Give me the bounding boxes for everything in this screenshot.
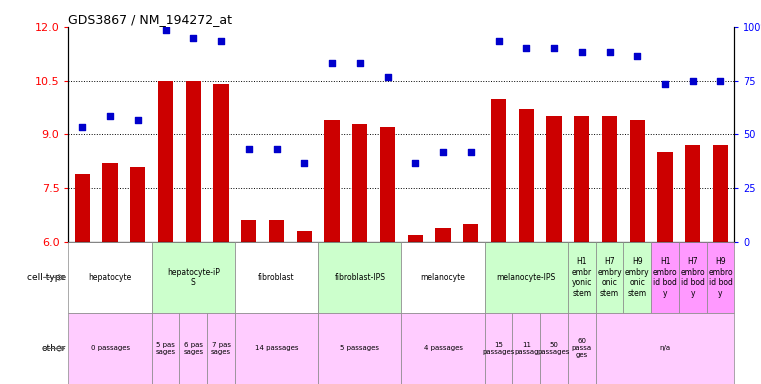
Bar xyxy=(235,313,318,384)
Bar xyxy=(68,313,151,384)
Bar xyxy=(402,242,485,313)
Bar xyxy=(679,242,707,313)
Bar xyxy=(485,313,512,384)
Bar xyxy=(318,242,402,313)
Bar xyxy=(707,242,734,313)
Text: 50
passages: 50 passages xyxy=(538,342,570,355)
Bar xyxy=(235,242,318,313)
Bar xyxy=(602,116,617,242)
Point xyxy=(631,53,643,59)
Text: 15
passages: 15 passages xyxy=(482,342,514,355)
Bar xyxy=(408,235,423,242)
Bar xyxy=(435,228,451,242)
Point xyxy=(437,149,449,156)
Text: hepatocyte-iP
S: hepatocyte-iP S xyxy=(167,268,220,287)
Text: 5 passages: 5 passages xyxy=(340,346,379,351)
Text: H7
embro
id bod
y: H7 embro id bod y xyxy=(680,257,705,298)
Point xyxy=(409,160,422,166)
Bar xyxy=(596,242,623,313)
Point xyxy=(243,146,255,152)
Bar xyxy=(318,313,402,384)
Text: fibroblast-IPS: fibroblast-IPS xyxy=(334,273,385,282)
Point xyxy=(659,81,671,87)
Text: 60
passa
ges: 60 passa ges xyxy=(572,338,592,359)
Bar xyxy=(512,313,540,384)
Bar xyxy=(463,224,479,242)
Bar xyxy=(186,81,201,242)
Bar xyxy=(658,152,673,242)
Point xyxy=(381,74,393,80)
Bar xyxy=(151,242,235,313)
Point xyxy=(187,35,199,41)
Point xyxy=(521,45,533,51)
Text: GDS3867 / NM_194272_at: GDS3867 / NM_194272_at xyxy=(68,13,233,26)
Bar xyxy=(241,220,256,242)
Point xyxy=(326,60,338,66)
Text: hepatocyte: hepatocyte xyxy=(88,273,132,282)
Bar xyxy=(685,145,700,242)
Bar xyxy=(629,120,645,242)
Bar xyxy=(651,242,679,313)
Point xyxy=(465,149,477,156)
Text: other: other xyxy=(41,344,65,353)
Bar xyxy=(485,242,568,313)
Point xyxy=(76,124,88,130)
Text: H9
embry
onic
stem: H9 embry onic stem xyxy=(625,257,650,298)
Text: H1
embr
yonic
stem: H1 embr yonic stem xyxy=(572,257,592,298)
Bar xyxy=(546,116,562,242)
Bar xyxy=(213,84,229,242)
Text: H1
embro
id bod
y: H1 embro id bod y xyxy=(653,257,677,298)
Point xyxy=(575,49,587,55)
Point xyxy=(132,117,144,123)
Text: 11
passag: 11 passag xyxy=(514,342,539,355)
Bar xyxy=(207,313,235,384)
Point xyxy=(686,78,699,84)
Text: n/a: n/a xyxy=(660,346,670,351)
Text: 14 passages: 14 passages xyxy=(255,346,298,351)
Text: cell type: cell type xyxy=(27,273,65,282)
Text: melanocyte: melanocyte xyxy=(421,273,466,282)
Bar xyxy=(103,163,118,242)
Point xyxy=(160,27,172,33)
Text: 4 passages: 4 passages xyxy=(424,346,463,351)
Bar xyxy=(491,99,506,242)
Bar xyxy=(568,242,596,313)
Text: 0 passages: 0 passages xyxy=(91,346,129,351)
Bar xyxy=(158,81,174,242)
Text: 5 pas
sages: 5 pas sages xyxy=(155,342,176,355)
Point xyxy=(270,146,282,152)
Point xyxy=(603,49,616,55)
Bar xyxy=(574,116,590,242)
Bar xyxy=(352,124,368,242)
Bar xyxy=(151,313,180,384)
Bar xyxy=(380,127,395,242)
Text: H7
embry
onic
stem: H7 embry onic stem xyxy=(597,257,622,298)
Point xyxy=(492,38,505,44)
Text: fibroblast: fibroblast xyxy=(258,273,295,282)
Bar xyxy=(519,109,534,242)
Bar xyxy=(568,313,596,384)
Bar xyxy=(540,313,568,384)
Text: melanocyte-IPS: melanocyte-IPS xyxy=(497,273,556,282)
Text: 6 pas
sages: 6 pas sages xyxy=(183,342,203,355)
Point xyxy=(104,113,116,119)
Point xyxy=(548,45,560,51)
Bar xyxy=(269,220,284,242)
Bar xyxy=(402,313,485,384)
Point xyxy=(715,78,727,84)
Bar xyxy=(297,231,312,242)
Bar xyxy=(623,242,651,313)
Bar xyxy=(596,313,734,384)
Bar xyxy=(75,174,90,242)
Bar xyxy=(68,242,151,313)
Point xyxy=(354,60,366,66)
Bar xyxy=(130,167,145,242)
Bar xyxy=(324,120,339,242)
Point xyxy=(298,160,310,166)
Bar xyxy=(180,313,207,384)
Text: H9
embro
id bod
y: H9 embro id bod y xyxy=(708,257,733,298)
Text: 7 pas
sages: 7 pas sages xyxy=(211,342,231,355)
Point xyxy=(215,38,228,44)
Bar xyxy=(713,145,728,242)
